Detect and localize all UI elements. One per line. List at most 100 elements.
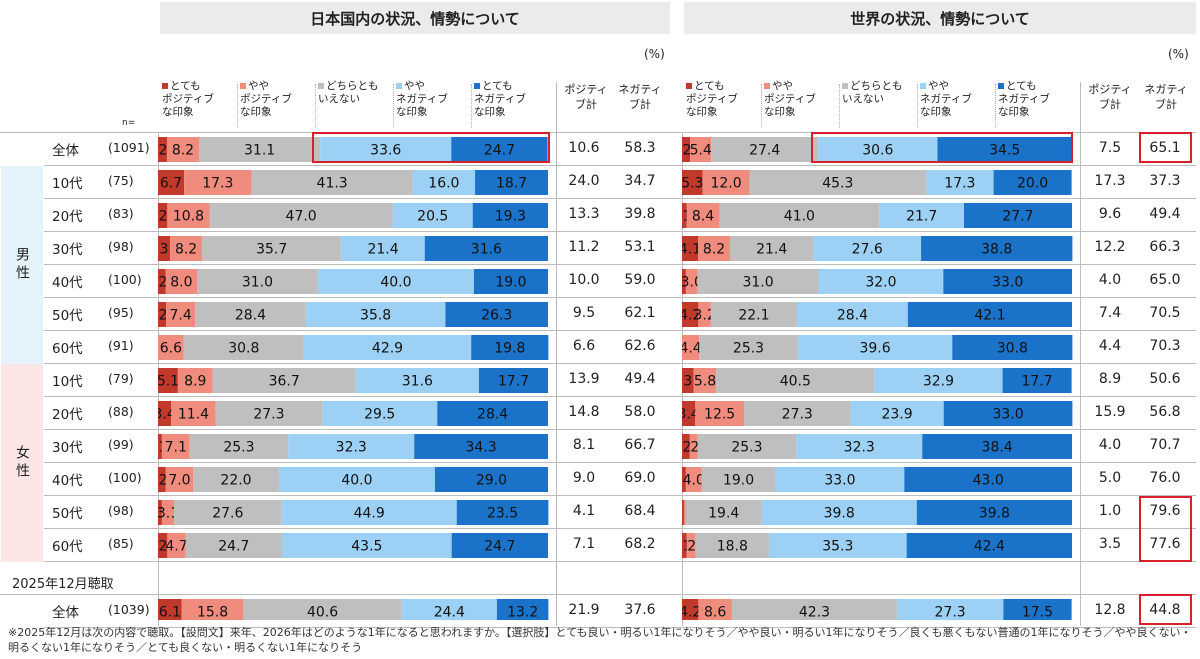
world-bar-segment: [695, 533, 769, 558]
domestic-bar-segment: [158, 401, 172, 426]
domestic-data-label: 44.9: [354, 506, 385, 522]
world-data-label: 39.8: [979, 506, 1010, 522]
sample-size: (100): [108, 470, 142, 485]
world-bar-segment: [1002, 368, 1072, 393]
row-divider: [44, 231, 1196, 232]
world-bar-segment: [916, 500, 1072, 525]
positive-total-header: ポジティ ブ計: [564, 83, 608, 111]
world-data-label: 38.8: [981, 242, 1012, 258]
world-positive-total: 7.5: [1098, 140, 1122, 156]
world-data-label: 19.0: [723, 473, 754, 489]
domestic-bar-segment: [158, 500, 162, 525]
domestic-bar-segment: [166, 137, 199, 162]
domestic-bar-segment: [414, 434, 548, 459]
world-bar-segment: [682, 467, 686, 492]
table-rule: [0, 132, 1196, 133]
world-bar-segment: [690, 137, 712, 162]
world-positive-total: 1.0: [1098, 503, 1122, 519]
domestic-negative-total: 58.3: [624, 140, 656, 156]
domestic-data-label: 23.5: [487, 506, 518, 522]
legend-label: どちらとも いえない: [842, 80, 903, 105]
row-label: 60代: [52, 539, 83, 555]
world-data-label: 2: [687, 539, 696, 555]
sample-size: (85): [108, 536, 134, 551]
world-data-label: 40.5: [780, 374, 811, 390]
domestic-data-label: 17.3: [202, 176, 233, 192]
world-bar-segment: [904, 467, 1072, 492]
domestic-data-label: 18.7: [496, 176, 527, 192]
world-negative-total: 70.7: [1149, 437, 1181, 453]
world-data-label: 17.3: [944, 176, 975, 192]
domestic-bar-segment: [195, 302, 306, 327]
world-data-label: 21.4: [756, 242, 787, 258]
domestic-negative-total: 49.4: [624, 371, 656, 387]
domestic-bar-segment: [184, 170, 252, 195]
legend-divider: [471, 84, 472, 128]
world-bar-segment: [682, 368, 694, 393]
highlight-world-negative: [811, 132, 1073, 163]
legend-divider: [237, 84, 238, 128]
domestic-data-label: 26.3: [481, 308, 512, 324]
world-bar-segment: [682, 170, 703, 195]
world-data-label: 4.4: [682, 341, 702, 357]
domestic-data-label: 34.3: [466, 440, 497, 456]
row-divider: [44, 528, 1196, 529]
domestic-bar-segment: [193, 467, 279, 492]
domestic-bar-segment: [158, 335, 184, 360]
world-bar-segment: [993, 170, 1072, 195]
section-label-dec2025: 2025年12月聴取: [12, 577, 114, 592]
domestic-data-label: 40.0: [341, 473, 372, 489]
panel-title-domestic: 日本国内の状況、情勢について: [160, 2, 670, 34]
world-legend-item-4: とても ネガティブ な印象: [998, 80, 1050, 119]
world-positive-total: 12.8: [1094, 602, 1126, 618]
legend-divider: [315, 84, 316, 128]
domestic-data-label: 40.0: [380, 275, 411, 291]
world-bar-segment: [921, 236, 1073, 261]
world-positive-total: 5.0: [1098, 470, 1122, 486]
domestic-bar-segment: [496, 599, 549, 620]
domestic-data-label: 7.1: [165, 440, 187, 456]
domestic-bar-segment: [158, 269, 166, 294]
world-data-label: 27.4: [749, 143, 780, 159]
world-bar-segment: [682, 599, 699, 620]
world-bar-segment: [689, 434, 698, 459]
domestic-legend-item-4: とても ネガティブ な印象: [474, 80, 526, 119]
panel-title-world: 世界の状況、情勢について: [684, 2, 1196, 34]
domestic-data-label: 6.7: [160, 176, 182, 192]
domestic-bar-segment: [158, 533, 168, 558]
world-negative-total: 77.6: [1149, 536, 1181, 552]
domestic-bar-segment: [158, 368, 178, 393]
world-bar-segment: [850, 401, 944, 426]
domestic-data-label: 40.6: [307, 605, 338, 621]
legend-divider: [995, 84, 996, 128]
domestic-positive-total: 6.6: [572, 338, 596, 354]
world-bar-segment: [682, 401, 696, 426]
world-bar-segment: [797, 335, 953, 360]
domestic-positive-total: 8.1: [572, 437, 596, 453]
domestic-data-label: 28.4: [235, 308, 266, 324]
world-data-label: 43.0: [973, 473, 1004, 489]
domestic-data-label: 8.9: [184, 374, 206, 390]
domestic-bar-segment: [185, 533, 283, 558]
domestic-positive-total: 10.0: [568, 272, 600, 288]
world-bar-segment: [697, 434, 797, 459]
world-data-label: 18.8: [717, 539, 748, 555]
world-bar-segment: [682, 500, 684, 525]
world-data-label: 42.4: [974, 539, 1005, 555]
world-bar-segment: [952, 335, 1073, 360]
world-data-label: 33.0: [992, 275, 1023, 291]
world-bar-segment: [874, 368, 1003, 393]
domestic-bar-segment: [471, 335, 549, 360]
domestic-bar-segment: [451, 533, 548, 558]
world-bar-segment: [926, 170, 994, 195]
highlight-domestic-negative: [312, 132, 550, 163]
domestic-positive-total: 13.9: [568, 371, 600, 387]
world-bar-segment: [685, 467, 702, 492]
world-data-label: 20.0: [1017, 176, 1048, 192]
legend-divider: [761, 84, 762, 128]
domestic-data-label: 31.0: [242, 275, 273, 291]
domestic-negative-total: 37.6: [624, 602, 656, 618]
world-bar-segment: [879, 203, 964, 228]
group-female: 女性: [1, 364, 43, 562]
world-data-label: 27.3: [782, 407, 813, 423]
